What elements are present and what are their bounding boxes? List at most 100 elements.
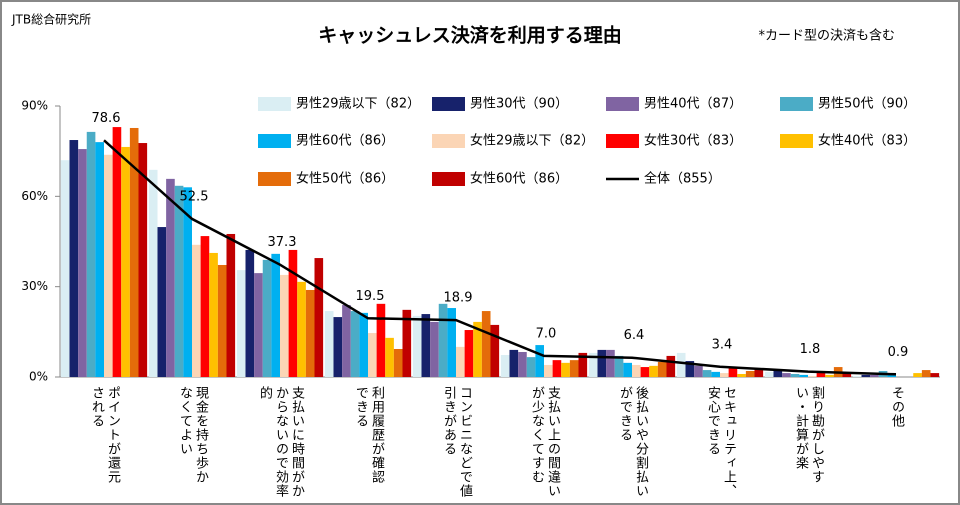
y-tick-label: 30% [21,279,48,293]
bar [464,330,474,377]
bar [438,303,448,377]
bar [764,371,774,377]
bar [816,370,826,377]
bar [852,376,862,377]
bar [614,355,624,377]
note: *カード型の決済も含む [758,28,895,44]
chart-title: キャッシュレス決済を利用する理由 [318,24,622,47]
bar [245,249,255,377]
bar [78,149,87,377]
bar [720,373,729,377]
bar [632,364,641,377]
data-label: 7.0 [536,326,557,341]
x-tick-label: コンビニなどで値 引きがある [441,386,472,498]
bar [745,370,755,377]
bar [702,370,712,377]
bar [569,360,579,377]
bar [657,361,667,377]
data-label: 37.3 [268,235,297,250]
x-tick-label: セキュリティ上、 安心できる [705,386,736,498]
bar [174,185,184,377]
data-label: 52.5 [180,189,209,204]
x-tick-label: 支払いに時間がか からないので効率 的 [257,386,304,498]
bar [842,373,852,377]
legend-label: 全体（855） [644,171,721,187]
legend-swatch [606,97,639,111]
bar [447,308,456,377]
legend-swatch [258,172,291,186]
bar [544,364,553,377]
bar [790,373,800,377]
x-tick-label: 現金を持ち歩か なくてよい [177,386,208,484]
bar [376,303,386,377]
legend-label: 男性60代（86） [296,134,394,149]
legend-label: 女性30代（83） [644,133,742,149]
bar [640,367,650,377]
bar [930,373,940,377]
data-label: 6.4 [624,328,645,343]
bar [69,140,79,377]
bar [95,142,104,377]
bar [271,253,280,377]
x-tick-label: 支払い上の間違い が少なくてすむ [529,386,560,498]
bar [526,357,536,377]
bar [588,352,598,377]
data-label: 18.9 [444,291,473,306]
bar [782,373,791,377]
bar [148,169,158,377]
bar [606,349,615,377]
bar [861,374,871,377]
bar [552,360,562,377]
bar [921,370,931,377]
bar [226,233,236,377]
bar [649,365,658,377]
legend-label: 女性29歳以下（82） [470,133,594,149]
bar [737,373,746,377]
bar [500,355,510,377]
bar [666,355,676,377]
bar [385,337,394,377]
bar [138,143,148,377]
bar [342,305,351,377]
bar [481,311,491,377]
legend-swatch [432,134,465,148]
bar [324,311,334,377]
bar [728,367,738,377]
bar [209,252,218,377]
bar [754,368,764,377]
y-tick-label: 90% [21,99,48,113]
y-tick-label: 60% [21,189,48,203]
bar [157,227,167,377]
bar [535,345,544,377]
bar [623,362,632,377]
bar [597,349,607,377]
bar [913,373,922,377]
y-tick-label: 0% [29,370,48,384]
x-tick-label: 割り勘がしやす い・計算が楽 [793,386,824,484]
bar [262,259,272,377]
legend-swatch [780,97,813,111]
bar [297,281,306,377]
bar [112,127,122,377]
bar [456,346,465,377]
bar [694,365,703,377]
bar [359,312,368,377]
legend-swatch [780,134,813,148]
bar [518,352,527,377]
x-tick-label: 利用履歴が確認 できる [353,386,384,484]
bar [86,131,96,377]
bar [402,309,412,377]
bar [333,317,343,377]
bar [676,352,686,377]
bar [104,154,113,377]
bar [473,321,482,377]
bar [200,236,210,377]
bar [870,374,879,377]
data-label: 0.9 [888,345,909,360]
data-label: 3.4 [712,337,733,352]
line [103,139,897,376]
legend-swatch [606,134,639,148]
bar [305,289,315,377]
